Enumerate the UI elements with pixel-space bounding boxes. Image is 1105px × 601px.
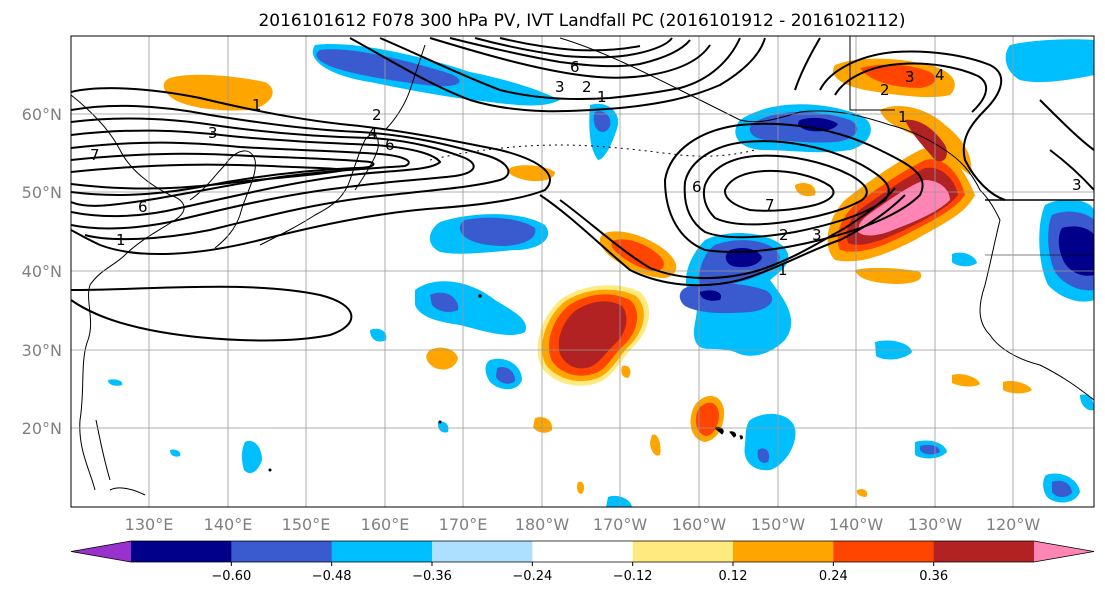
colorbar-extend-high [1034, 541, 1094, 562]
lat-label: 20°N [22, 419, 62, 438]
lat-label: 60°N [22, 105, 62, 124]
map-title: 2016101612 F078 300 hPa PV, IVT Landfall… [258, 11, 905, 31]
negative-anomaly-central [370, 214, 549, 390]
colorbar-tick-label: −0.24 [512, 569, 552, 584]
colorbar: −0.60 −0.48 −0.36 −0.24 −0.12 0.12 0.24 0.36 [70, 540, 1095, 584]
colorbar-segment [131, 541, 232, 562]
map-content: 1 2 3 4 6 6 1 7 6 1 3 2 6 7 2 3 1 2 3 4 … [71, 36, 1094, 507]
colorbar-segment [632, 541, 734, 562]
contour-label: 3 [1072, 176, 1082, 194]
contour-label: 1 [898, 108, 908, 126]
contour-label: 3 [555, 78, 565, 96]
lon-label: 130°E [125, 515, 174, 534]
lat-label: 40°N [22, 262, 62, 281]
contour-label: 4 [935, 66, 945, 84]
latitude-labels: 60°N 50°N 40°N 30°N 20°N [22, 105, 62, 438]
lon-label: 160°W [672, 515, 727, 534]
lon-label: 120°W [986, 515, 1041, 534]
colorbar-tick-label: −0.48 [312, 569, 352, 584]
contour-label: 1 [252, 96, 262, 114]
contour-label: 6 [570, 58, 580, 76]
colorbar-segment [833, 541, 935, 562]
colorbar-tick-label: 0.12 [719, 569, 748, 584]
colorbar-segment [331, 541, 433, 562]
contour-label: 1 [778, 261, 788, 279]
contour-label: 3 [905, 68, 915, 86]
colorbar-tick-label: 0.36 [919, 569, 948, 584]
lon-label: 130°W [908, 515, 963, 534]
pv-contours [71, 37, 1094, 342]
lon-label: 140°E [204, 515, 253, 534]
lat-label: 30°N [22, 341, 62, 360]
contour-label: 3 [208, 124, 218, 142]
contour-label: 2 [779, 226, 789, 244]
colorbar-segment [733, 541, 834, 562]
map-border [70, 35, 1095, 508]
contour-label: 4 [368, 124, 378, 142]
lon-label: 150°E [282, 515, 331, 534]
longitude-labels: 130°E 140°E 150°E 160°E 170°E 180°W 170°… [125, 515, 1041, 534]
colorbar-tick-label: −0.36 [412, 569, 452, 584]
colorbar-outline [70, 540, 1095, 563]
contour-label: 3 [812, 226, 822, 244]
colorbar-extend-low [71, 541, 131, 562]
colorbar-segment [231, 541, 333, 562]
lon-label: 180°W [515, 515, 570, 534]
contour-label: 7 [90, 146, 100, 164]
colorbar-tick-label: 0.24 [819, 569, 848, 584]
contour-label: 6 [692, 178, 702, 196]
lon-label: 170°W [593, 515, 648, 534]
region-box [849, 36, 895, 111]
coastlines [71, 37, 1094, 496]
contour-label: 1 [597, 88, 607, 106]
contour-labels: 1 2 3 4 6 6 1 7 6 1 3 2 6 7 2 3 1 2 3 4 … [90, 58, 1082, 279]
colorbar-tick-label: −0.12 [613, 569, 653, 584]
lon-label: 150°W [751, 515, 806, 534]
colorbar-segment [532, 541, 634, 562]
contour-label: 6 [385, 136, 395, 154]
contour-label: 6 [138, 198, 148, 216]
contour-label: 2 [372, 106, 382, 124]
colorbar-segment [933, 541, 1035, 562]
lon-label: 160°E [361, 515, 410, 534]
gridlines [71, 36, 1094, 507]
contour-label: 2 [880, 81, 890, 99]
contour-label: 1 [116, 231, 126, 249]
lat-label: 50°N [22, 183, 62, 202]
colorbar-segment [432, 541, 533, 562]
colorbar-tick-label: −0.60 [211, 569, 251, 584]
positive-anomaly-central [537, 285, 650, 386]
contour-label: 7 [765, 196, 775, 214]
contour-label: 2 [582, 78, 592, 96]
lon-label: 170°E [439, 515, 488, 534]
lon-label: 140°W [829, 515, 884, 534]
positive-anomaly-ne-pacific [827, 58, 975, 262]
negative-anomaly-southeast [679, 233, 792, 356]
